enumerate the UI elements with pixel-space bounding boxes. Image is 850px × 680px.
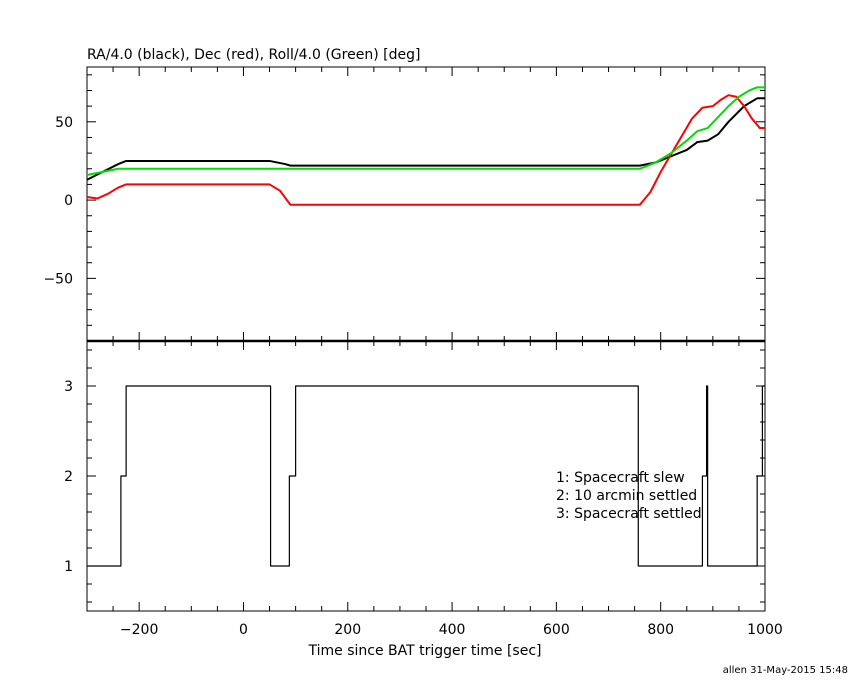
x-tick-label: 800 [647, 622, 674, 638]
x-axis-label: Time since BAT trigger time [sec] [308, 643, 542, 659]
legend-item-3: 3: Spacecraft settled [556, 506, 702, 522]
top-y-tick-label: −50 [43, 271, 73, 287]
bottom-y-tick-label: 1 [64, 559, 73, 575]
x-tick-label: 400 [439, 622, 466, 638]
bottom-series-line-0 [87, 385, 765, 567]
top-series-line-2 [86, 86, 765, 177]
x-tick-label: 600 [543, 622, 570, 638]
legend-item-2: 2: 10 arcmin settled [556, 488, 697, 504]
bottom-y-tick-label: 3 [64, 379, 73, 395]
top-series-line-1 [86, 94, 765, 206]
footer-credit: allen 31-May-2015 15:48 [723, 665, 848, 676]
top-y-tick-label: 0 [64, 193, 73, 209]
top-plot-area: −50 0 50 [43, 66, 766, 342]
bottom-plot-area: 1 2 3 −200 0 200 400 600 800 1000 [64, 339, 783, 638]
bottom-y-tick-label: 2 [64, 469, 73, 485]
x-tick-label: 200 [334, 622, 361, 638]
top-series-line-0 [86, 97, 765, 181]
x-tick-label: −200 [120, 622, 158, 638]
top-chart-title: RA/4.0 (black), Dec (red), Roll/4.0 (Gre… [87, 47, 420, 63]
legend-item-1: 1: Spacecraft slew [556, 470, 685, 486]
x-tick-label: 1000 [747, 622, 783, 638]
legend: 1: Spacecraft slew 2: 10 arcmin settled … [556, 470, 702, 522]
top-y-tick-label: 50 [55, 115, 73, 131]
x-tick-label: 0 [239, 622, 248, 638]
